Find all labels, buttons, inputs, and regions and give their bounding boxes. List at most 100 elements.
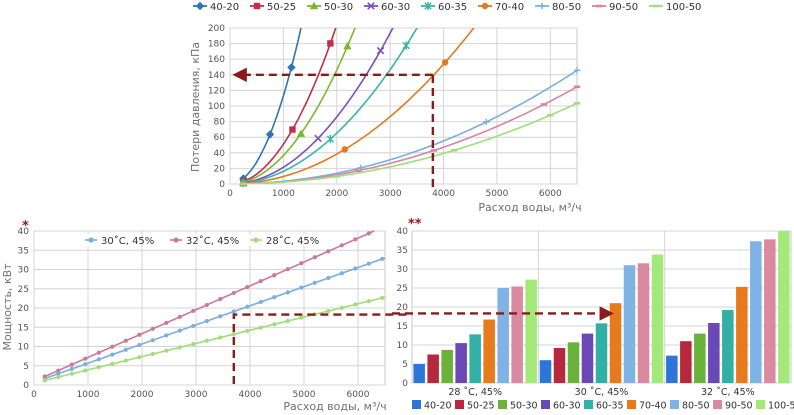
legend-label: 70-40	[639, 401, 667, 412]
data-point	[164, 320, 169, 325]
data-point	[218, 335, 223, 340]
x-tick-label: 1000	[272, 189, 295, 199]
data-point	[326, 275, 331, 281]
data-point	[354, 169, 362, 173]
bar	[623, 265, 636, 383]
data-point	[137, 332, 142, 337]
chart-series	[42, 230, 386, 383]
data-point	[573, 101, 581, 105]
data-point	[366, 231, 371, 236]
y-tick-label: 0	[219, 180, 225, 190]
x-tick-label: 28 ˚C, 45%	[448, 387, 502, 398]
legend-swatch	[412, 400, 421, 409]
bar	[497, 288, 509, 383]
chart-grid	[33, 230, 386, 386]
data-point	[123, 358, 128, 363]
axis-ticks: 0 1000 2000 3000 4000 5000 6000 0 5 10 15 20 25 30 35 4…	[18, 227, 370, 400]
y-tick-label: 15	[397, 322, 408, 332]
legend-swatch-marker	[652, 4, 660, 8]
y-tick-label: 10	[397, 341, 409, 351]
chart-grid	[229, 27, 578, 185]
bar	[539, 360, 552, 383]
data-point	[299, 285, 304, 290]
legend-swatch	[455, 400, 464, 409]
bar	[708, 322, 720, 383]
data-point	[272, 295, 277, 300]
data-point	[204, 338, 209, 343]
bar	[455, 343, 467, 383]
chart-bars	[413, 231, 790, 383]
bar	[666, 355, 678, 383]
data-point	[341, 146, 348, 153]
legend-swatch	[756, 400, 765, 409]
data-point	[204, 302, 209, 308]
y-tick-label: 200	[208, 24, 225, 34]
data-point	[540, 103, 548, 106]
series-line	[243, 28, 394, 184]
data-point	[326, 308, 331, 314]
bar	[511, 286, 523, 383]
y-tick-label: 20	[18, 304, 30, 314]
data-point	[96, 365, 101, 370]
data-point	[42, 374, 47, 379]
data-point	[110, 344, 115, 349]
bar	[736, 286, 748, 383]
data-point	[164, 333, 169, 338]
legend-bg	[81, 234, 141, 246]
y-tick-label: 20	[214, 164, 226, 174]
data-point	[339, 243, 344, 248]
x-axis-label: Расход воды, м³/ч	[478, 201, 581, 214]
legend-label: 100-50	[666, 2, 701, 13]
y-tick-label: 25	[18, 285, 29, 295]
series-line	[243, 28, 418, 184]
y-tick-label: 80	[214, 118, 226, 128]
x-tick-label: 6000	[347, 390, 370, 400]
legend-swatch-marker	[253, 2, 261, 10]
bar	[778, 231, 790, 383]
guide-line	[232, 313, 415, 384]
data-point	[573, 85, 581, 89]
data-point	[296, 129, 306, 137]
pressure-loss-chart: 40-20 50-25 50-30 60-30 60-35 70-40 80-50 90-50…	[189, 1, 701, 214]
data-point	[137, 355, 142, 360]
data-point	[123, 338, 128, 343]
x-tick-label: 4000	[432, 189, 455, 199]
y-tick-label: 5	[23, 362, 29, 372]
data-point	[343, 42, 352, 50]
y-tick-label: 160	[208, 55, 225, 65]
y-tick-label: 0	[402, 379, 408, 389]
legend-swatch-marker	[173, 237, 179, 243]
data-point	[150, 351, 155, 357]
y-tick-label: 140	[208, 71, 225, 81]
data-point	[191, 323, 196, 328]
chart-annotation	[232, 313, 415, 384]
data-point	[285, 318, 290, 324]
legend-swatch	[541, 400, 550, 409]
data-point	[287, 63, 296, 72]
bar	[637, 263, 650, 383]
y-tick-label: 15	[18, 323, 29, 333]
power-by-model-chart: ** 0 5 10 15 20 25 30 35 40 28 ˚C, 45% 30 ˚C, 45% 3…	[392, 217, 794, 412]
chart-marker: *	[22, 219, 29, 234]
legend-swatch-marker	[309, 1, 319, 10]
x-tick-label: 0	[31, 390, 37, 400]
legend-label: 40-20	[210, 2, 239, 13]
data-point	[83, 368, 88, 373]
data-point	[83, 356, 88, 361]
series-line	[242, 28, 337, 183]
axis-ticks: 0 1000 2000 3000 4000 5000 6000 0 20 40 60 80 100 120…	[208, 24, 562, 199]
chart-legend: 40-20 50-25 50-30 60-30 60-35 70-40 80-50 90-50…	[193, 1, 701, 13]
legend-label: 70-40	[495, 2, 524, 13]
legend-label: 80-50	[682, 401, 710, 412]
bar	[750, 241, 762, 383]
x-tick-label: 6000	[539, 189, 562, 199]
legend-label: 50-25	[467, 401, 495, 412]
data-point	[177, 345, 182, 350]
legend-label: 40-20	[424, 401, 452, 412]
legend-label: 100-50	[768, 401, 794, 412]
y-tick-label: 35	[18, 246, 29, 256]
data-point	[376, 46, 385, 55]
bar	[581, 333, 594, 383]
data-point	[150, 326, 155, 331]
